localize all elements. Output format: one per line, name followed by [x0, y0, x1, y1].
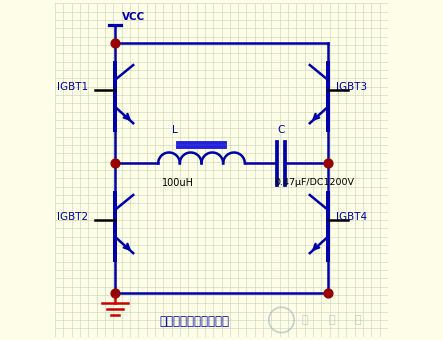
Point — [111, 160, 118, 166]
Text: 月: 月 — [328, 315, 335, 325]
Point — [111, 41, 118, 46]
Point — [111, 291, 118, 296]
Text: C: C — [278, 125, 285, 135]
Text: IGBT4: IGBT4 — [336, 211, 368, 222]
Text: 0.47μF/DC1200V: 0.47μF/DC1200V — [275, 178, 355, 187]
Point — [325, 160, 332, 166]
Text: L: L — [172, 125, 178, 135]
Text: IGBT3: IGBT3 — [336, 82, 368, 92]
Text: VCC: VCC — [122, 12, 145, 22]
Text: IGBT1: IGBT1 — [57, 82, 88, 92]
Text: 辰: 辰 — [355, 315, 361, 325]
Text: 日: 日 — [302, 315, 308, 325]
Text: IGBT2: IGBT2 — [57, 211, 88, 222]
Point — [325, 291, 332, 296]
Text: 电磁炉全桥主电路结构: 电磁炉全桥主电路结构 — [160, 315, 230, 328]
Text: 100uH: 100uH — [162, 178, 194, 188]
